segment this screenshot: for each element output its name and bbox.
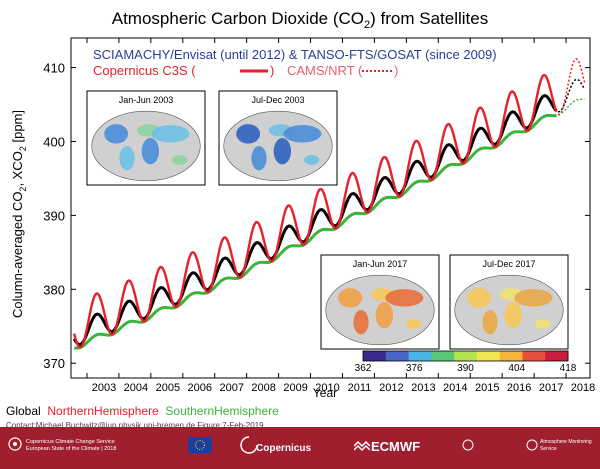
c3s-small-icon bbox=[462, 439, 474, 451]
colorbar-frame bbox=[362, 350, 569, 362]
inset-label: Jul-Dec 2003 bbox=[251, 95, 304, 105]
x-tick-label: 2003 bbox=[92, 382, 116, 394]
inset-landmass bbox=[514, 289, 553, 307]
header-line-1: SCIAMACHY/Envisat (until 2012) & TANSO-F… bbox=[93, 47, 497, 62]
ecmwf-logo: ECMWF bbox=[371, 439, 421, 454]
legend-global: Global bbox=[6, 404, 41, 418]
x-tick-label: 2008 bbox=[251, 382, 275, 394]
y-tick-label: 410 bbox=[43, 61, 65, 76]
series-SouthernHemisphere bbox=[73, 113, 558, 350]
colorbar-tick-label: 376 bbox=[406, 363, 423, 374]
nrt-Global bbox=[558, 78, 586, 113]
nrt-NorthernHemisphere bbox=[557, 58, 586, 116]
cams-legend-text: CAMS/NRT ( bbox=[287, 63, 363, 78]
y-tick-label: 390 bbox=[43, 208, 65, 223]
hemisphere-legend: Global NorthernHemisphere SouthernHemisp… bbox=[6, 404, 279, 418]
inset-label: Jul-Dec 2017 bbox=[482, 259, 535, 269]
colorbar: 362 376 390 404 418 bbox=[355, 350, 577, 374]
inset-landmass bbox=[535, 319, 551, 329]
c3s-legend-close: ) bbox=[270, 63, 274, 78]
series-Global bbox=[72, 94, 558, 346]
x-tick-label: 2005 bbox=[156, 382, 180, 394]
cams-icon bbox=[526, 439, 538, 451]
copernicus-logo: Copernicus bbox=[256, 443, 312, 454]
colorbar-tick-label: 404 bbox=[508, 363, 525, 374]
x-tick-label: 2007 bbox=[219, 382, 243, 394]
inset-landmass bbox=[151, 125, 190, 143]
inset-landmass bbox=[119, 146, 135, 171]
cams-text: Atmosphere Monitoring Service bbox=[540, 439, 592, 452]
inset-landmass bbox=[375, 302, 394, 329]
x-axis-label: Year bbox=[313, 386, 337, 400]
inset-landmass bbox=[353, 310, 369, 335]
colorbar-tick-label: 362 bbox=[355, 363, 372, 374]
y-tick-label: 370 bbox=[43, 356, 65, 371]
x-tick-label: 2014 bbox=[443, 382, 467, 394]
inset-landmass bbox=[482, 310, 498, 335]
footer-bar: Copernicus Climate Change Service Europe… bbox=[0, 427, 600, 469]
x-tick-label: 2004 bbox=[124, 382, 148, 394]
inset-landmass bbox=[406, 319, 422, 329]
inset-landmass bbox=[104, 124, 129, 144]
inset-landmass bbox=[251, 146, 267, 171]
colorbar-segment bbox=[454, 351, 478, 361]
chart-title: Atmospheric Carbon Dioxide (CO2) from Sa… bbox=[112, 9, 488, 31]
header-line-2: Copernicus C3S ( bbox=[93, 63, 196, 78]
x-tick-label: 2012 bbox=[379, 382, 403, 394]
copernicus-icon bbox=[240, 436, 258, 454]
series-NorthernHemisphere bbox=[73, 73, 558, 349]
x-tick-label: 2018 bbox=[571, 382, 595, 394]
inset-landmass bbox=[504, 302, 523, 329]
x-tick-label: 2009 bbox=[283, 382, 307, 394]
colorbar-segment bbox=[385, 351, 410, 361]
inset-landmass bbox=[236, 124, 261, 144]
inset-label: Jan-Jun 2003 bbox=[119, 95, 174, 105]
x-tick-label: 2015 bbox=[475, 382, 499, 394]
colorbar-tick-label: 390 bbox=[457, 363, 474, 374]
c3s-logo-icon bbox=[8, 437, 22, 451]
nrt-SouthernHemisphere bbox=[557, 98, 585, 116]
colorbar-segment bbox=[499, 351, 523, 361]
colorbar-tick-label: 418 bbox=[560, 363, 577, 374]
inset-landmass bbox=[467, 288, 492, 308]
x-tick-label: 2017 bbox=[539, 382, 563, 394]
x-tick-label: 2006 bbox=[188, 382, 212, 394]
chart: Atmospheric Carbon Dioxide (CO2) from Sa… bbox=[10, 9, 595, 400]
legend-sh: SouthernHemisphere bbox=[165, 404, 279, 418]
colorbar-segment bbox=[408, 351, 432, 361]
colorbar-segment bbox=[476, 351, 501, 361]
colorbar-segment bbox=[431, 351, 455, 361]
inset-landmass bbox=[141, 138, 160, 165]
legend-nh: NorthernHemisphere bbox=[47, 404, 159, 418]
y-axis-label: Column-averaged CO2, XCO2 [ppm] bbox=[10, 110, 28, 318]
colorbar-segment bbox=[545, 351, 569, 361]
axis-ticks: 370 380 390 400 410 2003 2004 2005 2006 2007 2008 2… bbox=[43, 38, 595, 394]
inset-landmass bbox=[304, 155, 320, 165]
inset-landmass bbox=[283, 125, 322, 143]
c3s-text: Copernicus Climate Change Service Europe… bbox=[26, 439, 117, 452]
ecmwf-icon bbox=[354, 440, 370, 452]
colorbar-segment bbox=[363, 351, 387, 361]
inset-landmass bbox=[385, 289, 424, 307]
x-tick-label: 2013 bbox=[411, 382, 435, 394]
y-tick-label: 400 bbox=[43, 134, 65, 149]
inset-landmass bbox=[172, 155, 188, 165]
eu-flag-icon bbox=[188, 437, 212, 453]
contact-line: Contact:Michael.Buchwitz@iup.physik.uni-… bbox=[6, 421, 264, 430]
plot-area bbox=[70, 37, 591, 379]
x-tick-label: 2016 bbox=[507, 382, 531, 394]
inset-maps: Jan-Jun 2003 Jul-Dec 2003 Jan-Jun 2017 Jul-… bbox=[86, 90, 569, 350]
inset-label: Jan-Jun 2017 bbox=[353, 259, 408, 269]
x-tick-label: 2011 bbox=[348, 382, 372, 394]
x-tick-label: 2010 bbox=[315, 382, 339, 394]
inset-landmass bbox=[273, 138, 292, 165]
series-group bbox=[72, 58, 586, 350]
inset-landmass bbox=[338, 288, 363, 308]
y-tick-label: 380 bbox=[43, 282, 65, 297]
cams-legend-close: ) bbox=[394, 63, 398, 78]
colorbar-segment bbox=[522, 351, 546, 361]
